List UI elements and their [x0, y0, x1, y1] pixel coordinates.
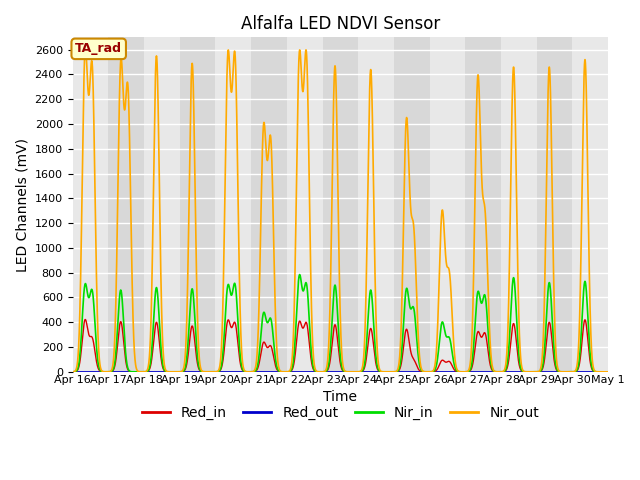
Nir_out [490, 368, 498, 374]
Bar [144, 37, 180, 372]
Red_in [269, 351, 277, 357]
Red_out [269, 369, 277, 375]
Line: Red_in: Red_in [72, 320, 608, 372]
Red_in [604, 369, 612, 375]
Red_in [183, 359, 191, 365]
Red_in [81, 317, 89, 323]
Nir_in [178, 369, 186, 374]
Nir_out [68, 369, 76, 375]
Title: Alfalfa LED NDVI Sensor: Alfalfa LED NDVI Sensor [241, 15, 440, 33]
Bar [251, 37, 287, 372]
Red_in [68, 369, 76, 375]
Nir_in [183, 351, 191, 357]
Bar [429, 37, 465, 372]
Red_out [602, 369, 610, 375]
Bar [501, 37, 537, 372]
Line: Nir_in: Nir_in [72, 275, 608, 372]
Bar [180, 37, 216, 372]
Nir_out [604, 369, 612, 375]
Red_out [414, 369, 422, 375]
Bar [287, 37, 323, 372]
Red_out [183, 369, 191, 375]
Nir_in [602, 369, 610, 375]
Nir_in [269, 332, 277, 338]
Nir_in [296, 272, 303, 277]
Bar [216, 37, 251, 372]
Red_out [68, 369, 76, 375]
Line: Nir_out: Nir_out [72, 47, 608, 372]
Nir_in [68, 369, 76, 375]
Bar [465, 37, 501, 372]
Red_out [604, 369, 612, 375]
Legend: Red_in, Red_out, Nir_in, Nir_out: Red_in, Red_out, Nir_in, Nir_out [136, 400, 545, 425]
Nir_out [602, 369, 610, 375]
Bar [323, 37, 358, 372]
Red_out [178, 369, 186, 375]
Bar [108, 37, 144, 372]
Red_in [178, 369, 186, 375]
Nir_in [414, 352, 422, 358]
Y-axis label: LED Channels (mV): LED Channels (mV) [15, 138, 29, 272]
Nir_in [490, 369, 498, 374]
Text: TA_rad: TA_rad [76, 42, 122, 55]
Red_out [490, 369, 498, 375]
Bar [394, 37, 429, 372]
Nir_out [178, 369, 186, 374]
Bar [72, 37, 108, 372]
Bar [358, 37, 394, 372]
Nir_out [414, 332, 422, 338]
Nir_out [269, 210, 277, 216]
X-axis label: Time: Time [323, 390, 357, 404]
Red_in [414, 366, 422, 372]
Nir_out [183, 301, 191, 307]
Nir_in [604, 369, 612, 375]
Nir_out [82, 44, 90, 50]
Bar [572, 37, 608, 372]
Bar [537, 37, 572, 372]
Red_in [602, 369, 610, 375]
Red_in [490, 369, 498, 374]
